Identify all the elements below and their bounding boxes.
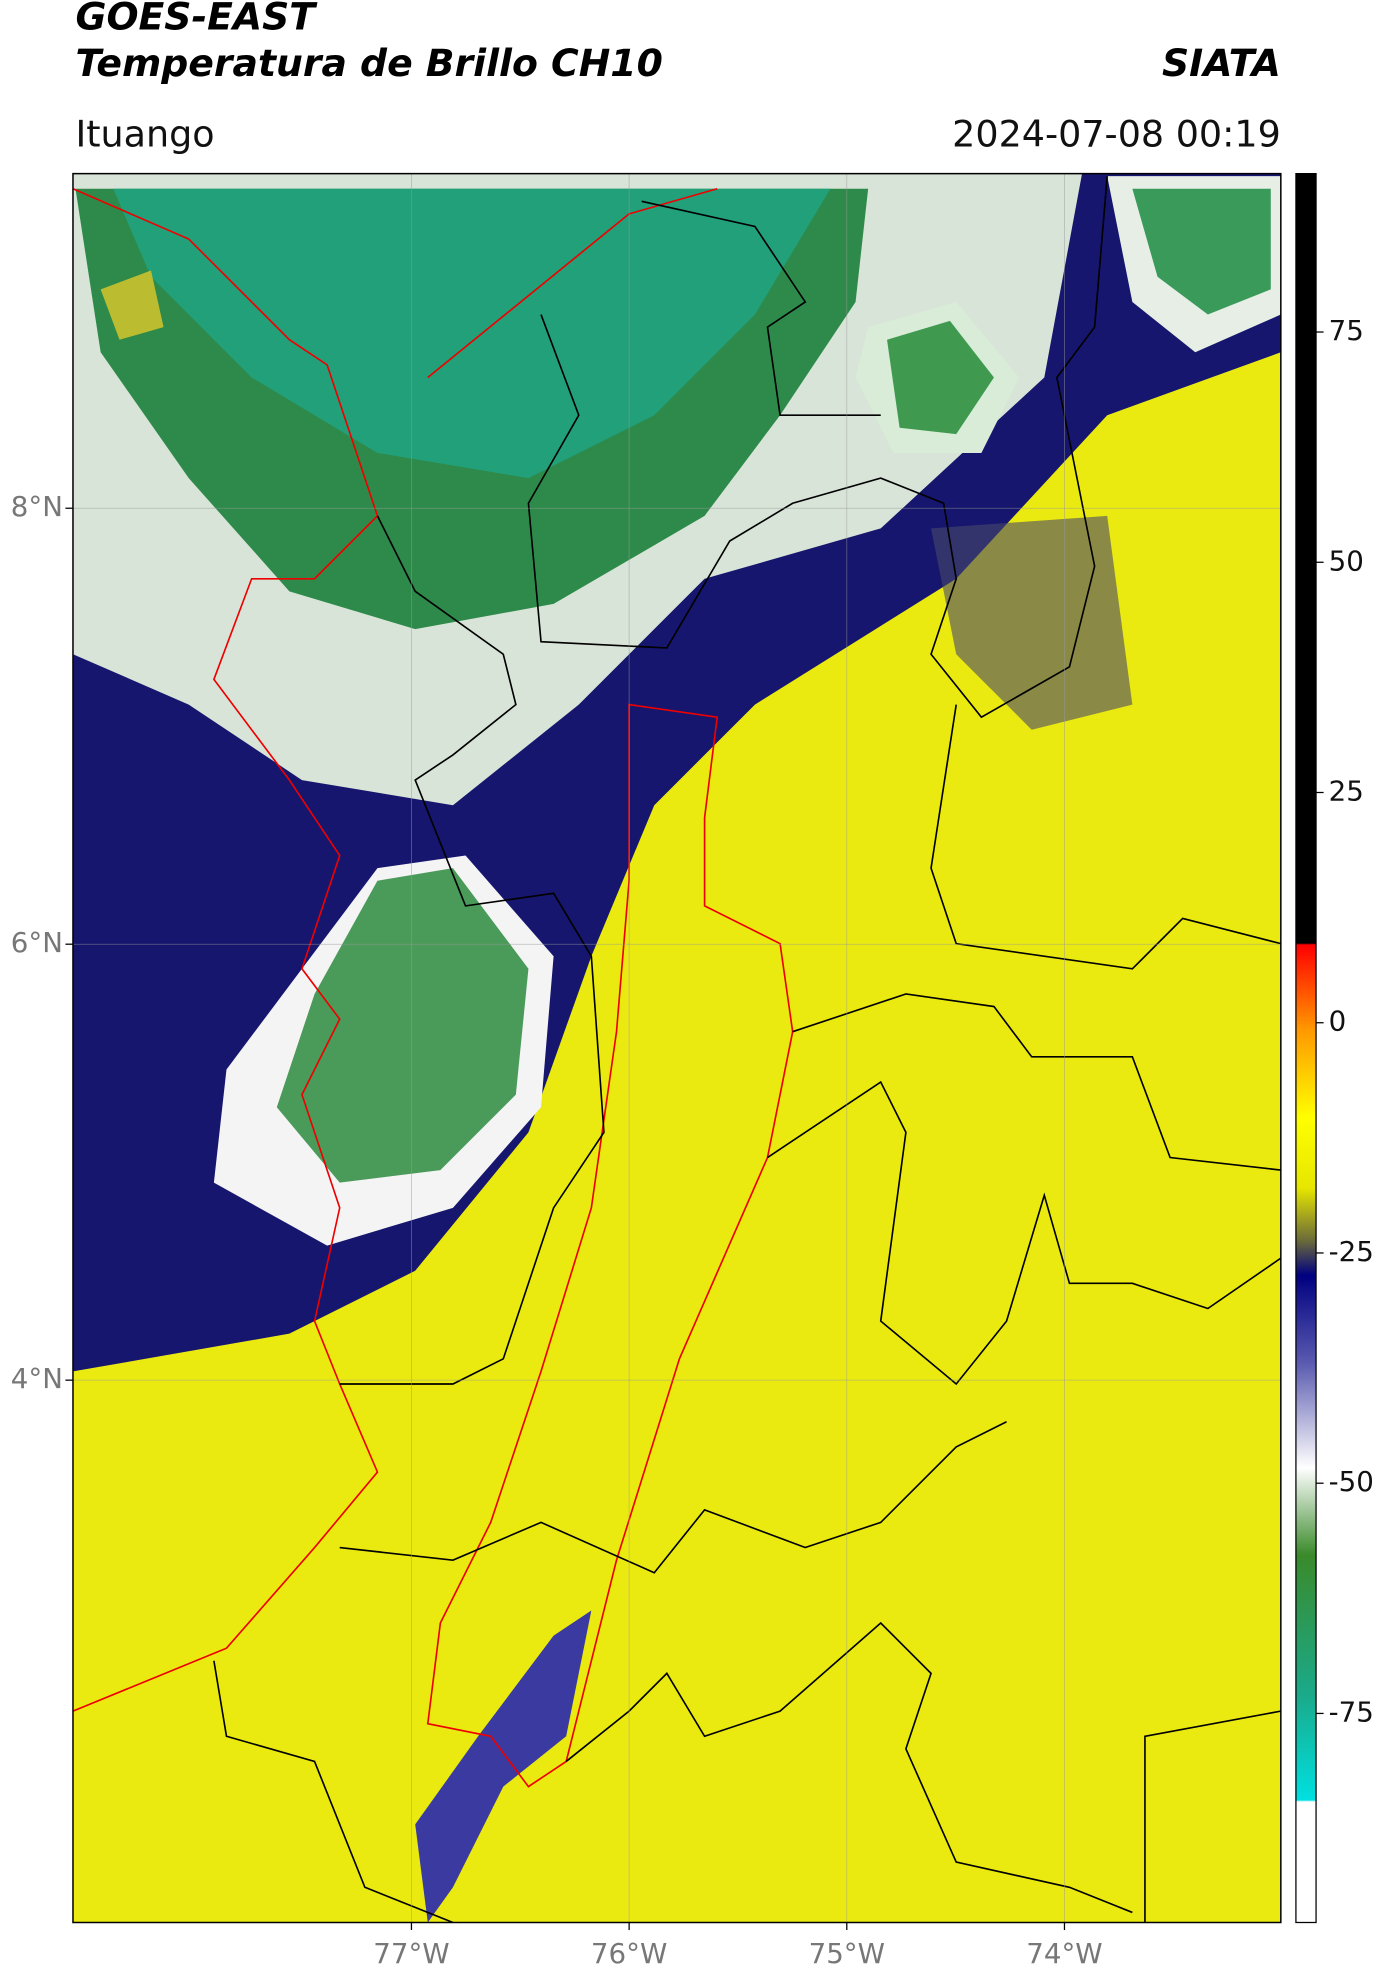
- graticule: [72, 173, 1281, 1923]
- colorbar-tick-label: 75: [1329, 314, 1364, 347]
- colorbar-tick-label: 25: [1329, 775, 1364, 808]
- colorbar-tick-label: -50: [1329, 1465, 1374, 1498]
- title: GOES-EAST: [75, 0, 318, 38]
- colorbar: [1295, 172, 1317, 1924]
- colorbar-tick-label: 0: [1329, 1005, 1347, 1038]
- subtitle: Temperatura de Brillo CH10: [75, 41, 662, 85]
- y-tick-label: 4°N: [11, 1362, 63, 1395]
- brand: SIATA: [1162, 41, 1281, 85]
- colorbar-tick-label: -75: [1329, 1695, 1374, 1728]
- y-tick-label: 8°N: [11, 490, 63, 523]
- location: Ituango: [75, 112, 214, 155]
- x-tick-label: 75°W: [809, 1937, 885, 1970]
- colorbar-tick-label: -25: [1329, 1235, 1374, 1268]
- x-tick-label: 76°W: [591, 1937, 667, 1970]
- x-tick-label: 74°W: [1026, 1937, 1102, 1970]
- datetime: 2024-07-08 00:19: [952, 112, 1281, 155]
- coastline: [72, 187, 379, 1712]
- ticks: 77°W 76°W 75°W 74°W 4°N 6°N 8°N -75 -50 -25 0 25 50 7…: [11, 314, 1374, 1970]
- department-border: [426, 703, 794, 1788]
- x-tick-label: 77°W: [373, 1937, 449, 1970]
- imagery: [72, 173, 1281, 1923]
- colorbar-tick-label: 50: [1329, 544, 1364, 577]
- y-tick-label: 6°N: [11, 926, 63, 959]
- map-frame: [72, 172, 1282, 1924]
- boundaries: [72, 176, 1281, 1923]
